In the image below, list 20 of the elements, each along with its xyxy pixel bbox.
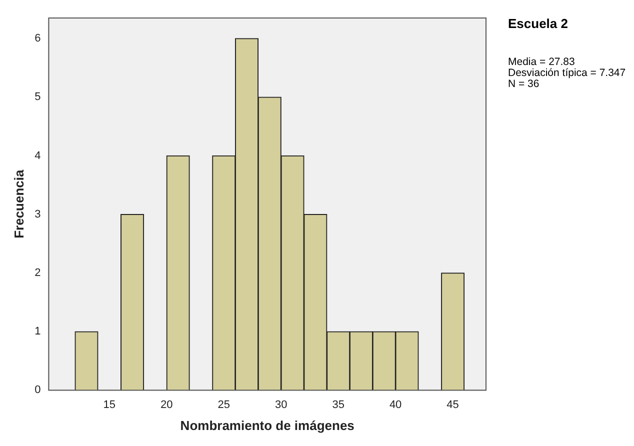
x-tick-label: 45 [446,398,459,411]
y-tick-label: 2 [34,267,41,280]
x-tick-label: 15 [103,398,116,411]
y-tick-label: 5 [34,91,41,104]
y-tick-label: 1 [34,326,41,338]
text: Escuela 2 [508,16,569,31]
x-tick-label: 35 [332,398,344,411]
text: N = 36 [508,78,540,90]
y-tick-label: 6 [34,32,41,45]
x-tick-label: 40 [389,398,402,411]
y-tick-label: 3 [34,208,41,220]
x-tick-label: 20 [160,398,173,411]
y-axis-title: Frecuencia [11,169,26,238]
text: Media = 27.83 [508,56,576,68]
y-tick-label: 0 [34,384,41,396]
x-tick-label: 30 [274,398,288,411]
x-axis-title: Nombramiento de imágenes [180,418,354,433]
text: Desviación típica = 7.347 [508,67,626,79]
x-tick-label: 25 [218,398,230,411]
y-tick-label: 4 [34,150,41,162]
